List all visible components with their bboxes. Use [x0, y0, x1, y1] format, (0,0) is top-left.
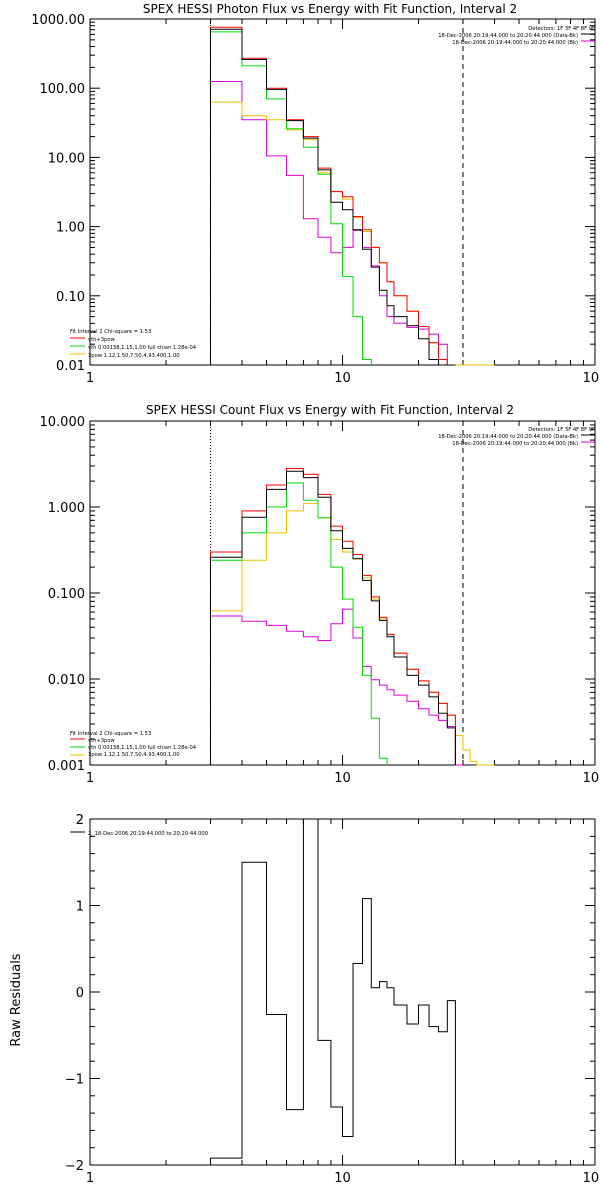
- panel2-info-bk: 18-Dec-2006 20:19:44.000 to 20:20:44.000…: [452, 441, 578, 447]
- panel1-x-tick-label: 1: [86, 371, 94, 386]
- panel3-y-tick-label: 1: [76, 900, 84, 915]
- panel2-info-data: 18-Dec-2006 20:19:44.000 to 20:20:44.000…: [438, 434, 578, 440]
- panel1-legend-sum: vth+3pow: [88, 337, 116, 343]
- panel1-y-tick-label: 1.00: [56, 221, 85, 236]
- panel3-x-tick-label: 1: [86, 1171, 94, 1186]
- panel1-y-tick-label: 1000.00: [31, 13, 85, 28]
- panel2-x-tick-label: 1: [86, 771, 94, 786]
- panel1-legend-chisq: Fit Interval 2 Chi-square = 1.53: [70, 329, 151, 335]
- panel2-legend-chisq: Fit Interval 2 Chi-square = 1.53: [70, 731, 151, 737]
- panel3-y-tick-label: −1: [65, 1073, 84, 1088]
- panel1-info-bk: 18-Dec-2006 20:19:44.000 to 20:20:44.000…: [452, 40, 578, 46]
- panel3-legend-interval: 2, 18-Dec-2006 20:19:44.000 to 20:20:44.…: [88, 831, 208, 837]
- panel1-info-data: 18-Dec-2006 20:19:44.000 to 20:20:44.000…: [438, 33, 578, 39]
- panel3-y-tick-label: 2: [76, 813, 84, 828]
- panel2-y-tick-label: 0.100: [48, 587, 85, 602]
- panel1-info-detectors: Detectors: 1F 3F 4F 8F 9F: [528, 26, 595, 32]
- panel3-series-data: [210, 818, 463, 1166]
- panel1-series-data: [210, 28, 456, 366]
- panel3-x-tick-label: 10: [334, 1171, 351, 1186]
- panel3-y-tick-label: −2: [65, 1159, 84, 1174]
- panel1-y-tick-label: 0.10: [56, 290, 85, 305]
- panel1-x-tick-label: 100: [583, 371, 600, 386]
- panel1-y-tick-label: 100.00: [40, 82, 86, 97]
- panel2-legend-sum: vth+3pow: [88, 738, 116, 744]
- panel2-series-vth: [210, 482, 388, 765]
- panel3-y-tick-label: 0: [76, 986, 84, 1001]
- panel3-ylabel: Raw Residuals: [9, 953, 24, 1046]
- panel1-x-tick-label: 10: [334, 371, 351, 386]
- panel2-y-tick-label: 0.010: [48, 673, 85, 688]
- panel2-y-tick-label: 1.000: [48, 501, 85, 516]
- panel2-x-tick-label: 100: [583, 771, 600, 786]
- panel2-series-sum: [210, 468, 456, 765]
- panel1-series-sum: [210, 26, 456, 366]
- panel2-y-tick-label: 10.000: [40, 415, 86, 430]
- panel1-y-tick-label: 0.01: [56, 359, 85, 374]
- panel2-info-detectors: Detectors: 1F 3F 4F 8F 9F: [528, 427, 595, 433]
- panel1-title: SPEX HESSI Photon Flux vs Energy with Fi…: [143, 2, 517, 16]
- panel2-legend-3pow: 3pow 1.12,1.50,7.50,4.93,400,1.00: [88, 752, 180, 758]
- panel3-x-tick-label: 100: [583, 1171, 600, 1186]
- panel1-legend-3pow: 3pow 1.12,1.50,7.50,4.93,400,1.00: [88, 353, 180, 359]
- panel2-legend-vth: vth 0.00138,1.15,1.00 full chian 1.28e-0…: [88, 745, 197, 751]
- panel2-series-bk: [210, 608, 463, 766]
- panel2-y-tick-label: 0.001: [48, 759, 85, 774]
- panel2-x-tick-label: 10: [334, 771, 351, 786]
- panel2-title: SPEX HESSI Count Flux vs Energy with Fit…: [146, 403, 514, 417]
- panel2-series-3pow: [210, 502, 495, 766]
- panel2-series-data: [210, 470, 456, 765]
- panel1-legend-vth: vth 0.00138,1.15,1.00 full chian 1.28e-0…: [88, 345, 197, 351]
- panel1-y-tick-label: 10.00: [48, 151, 85, 166]
